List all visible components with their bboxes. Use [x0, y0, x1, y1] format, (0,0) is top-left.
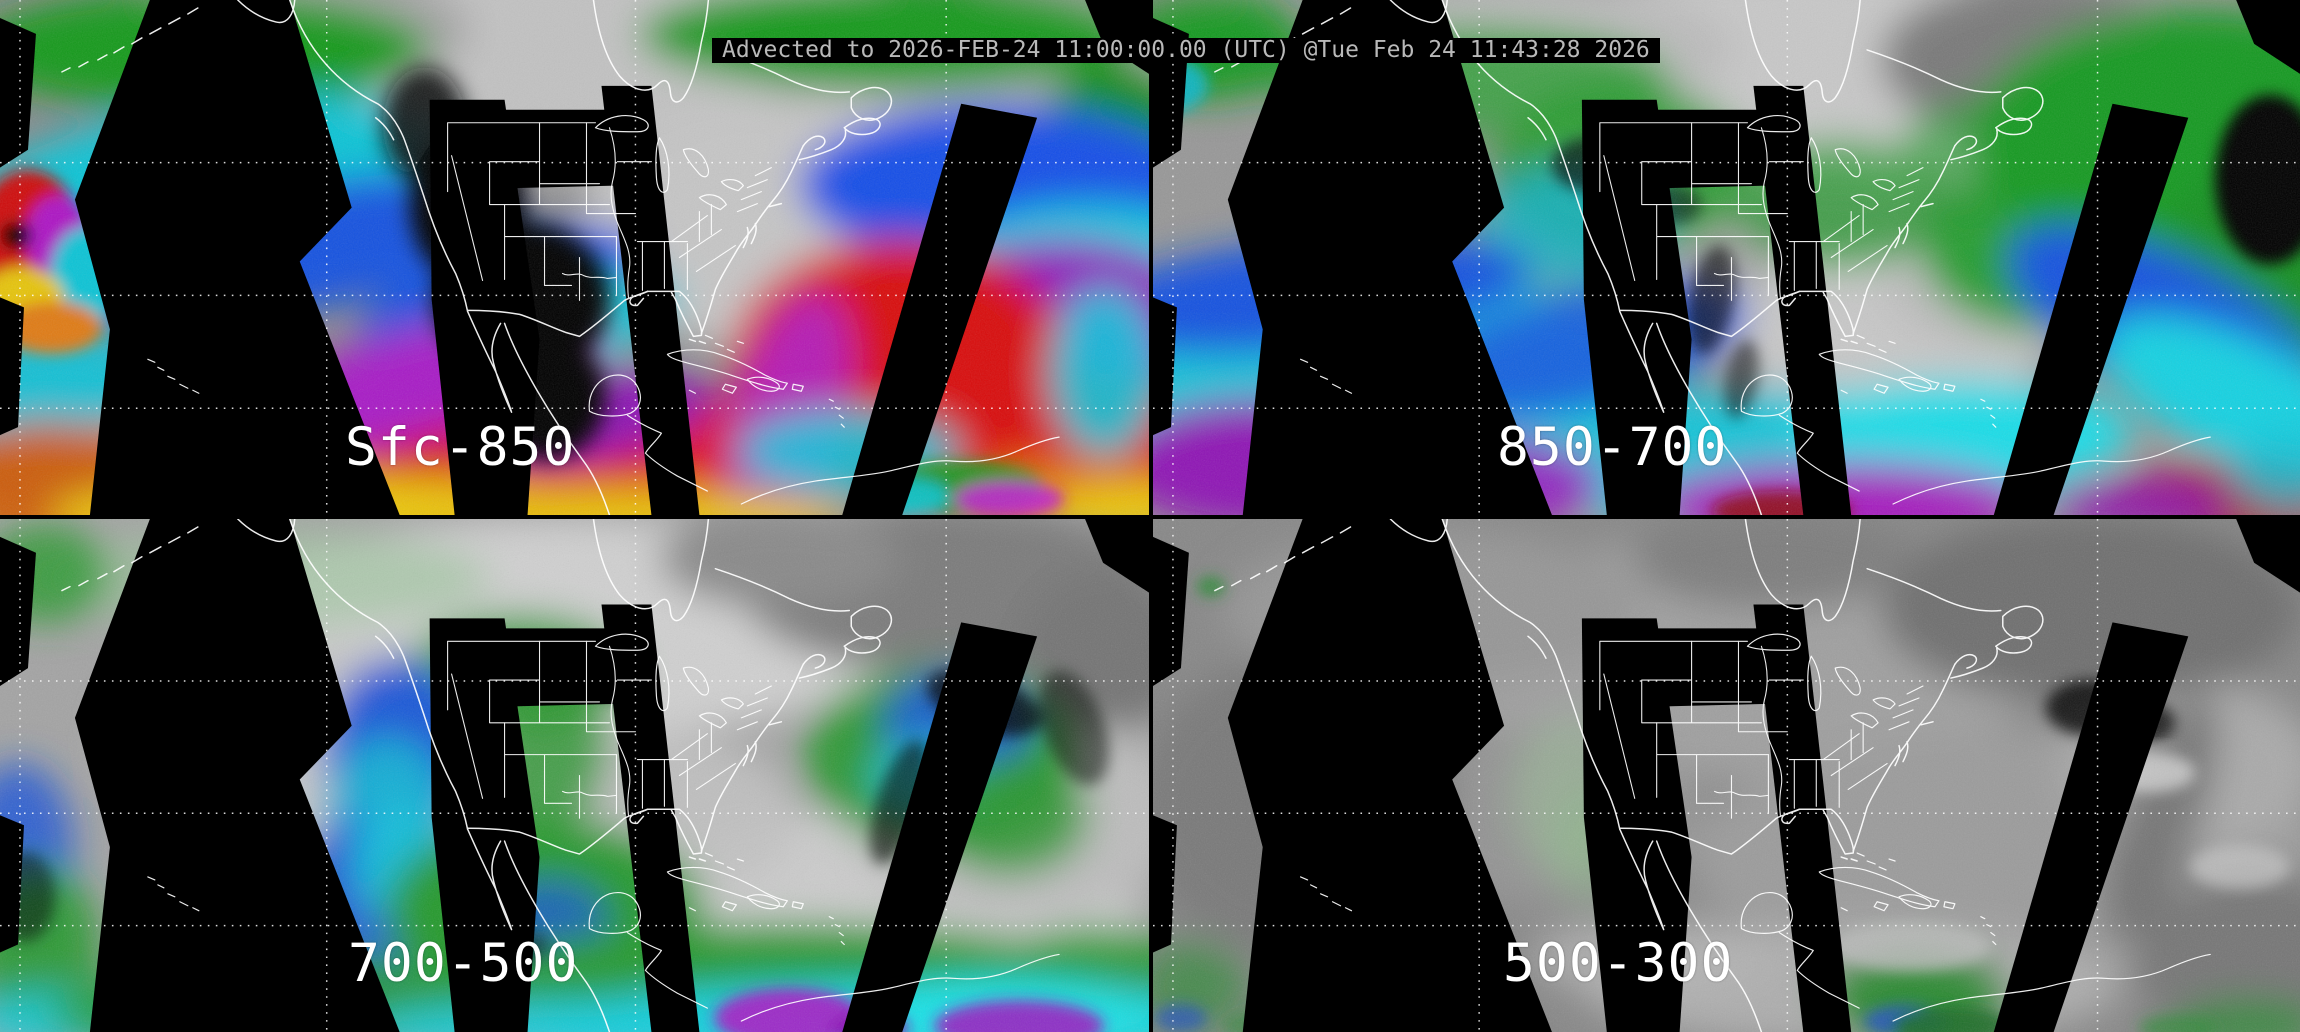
layer-label-sfc-850: Sfc-850 [345, 417, 576, 478]
layer-label-700-500: 700-500 [348, 933, 579, 994]
panel-700-500: 700-500 [0, 519, 1149, 1032]
layer-label-850-700: 850-700 [1497, 417, 1728, 478]
panel-500-300: 500-300 [1153, 519, 2300, 1032]
satellite-imagery-700-500 [0, 519, 1149, 1032]
timestamp-banner: Advected to 2026-FEB-24 11:00:00.00 (UTC… [712, 38, 1660, 63]
panel-sfc-850: Sfc-850 [0, 0, 1149, 515]
satellite-imagery-sfc-850 [0, 0, 1149, 515]
panel-850-700: 850-700 [1153, 0, 2300, 515]
satellite-imagery-500-300 [1153, 519, 2300, 1032]
layer-label-500-300: 500-300 [1503, 933, 1734, 994]
